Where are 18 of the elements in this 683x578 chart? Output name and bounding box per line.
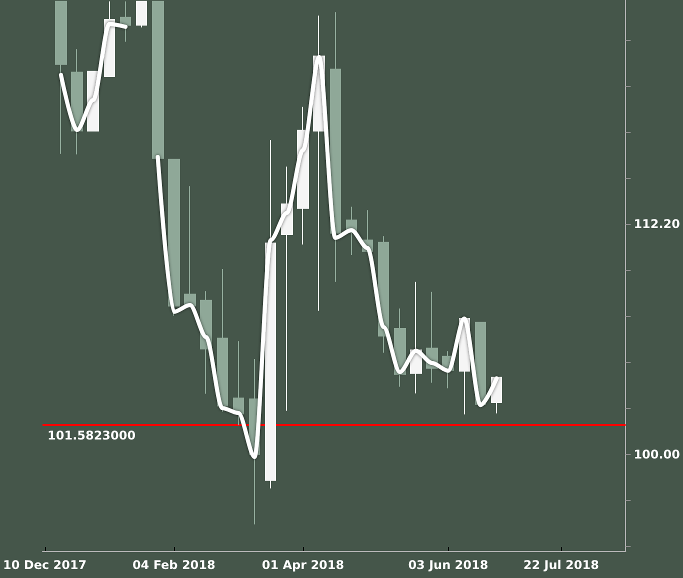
candlestick <box>330 12 341 282</box>
candlestick <box>184 186 196 306</box>
ref-line-label: 101.5823000 <box>48 428 136 443</box>
candlestick <box>168 158 180 316</box>
candlestick <box>410 281 422 394</box>
y-tick-label: 100.00 <box>634 447 680 462</box>
candlestick <box>281 166 293 412</box>
x-tick-label: 03 Jun 2018 <box>408 558 488 572</box>
x-tick-label: 10 Dec 2017 <box>2 558 87 572</box>
x-tick-label: 01 Apr 2018 <box>262 558 344 572</box>
x-tick-label: 22 Jul 2018 <box>523 558 599 572</box>
candlestick <box>120 0 131 42</box>
candlestick <box>136 0 147 28</box>
candlestick <box>152 0 164 159</box>
x-tick-label: 04 Feb 2018 <box>132 558 216 572</box>
candlestick <box>55 0 67 154</box>
y-tick-label: 112.20 <box>634 217 680 232</box>
candlestick <box>217 268 228 412</box>
